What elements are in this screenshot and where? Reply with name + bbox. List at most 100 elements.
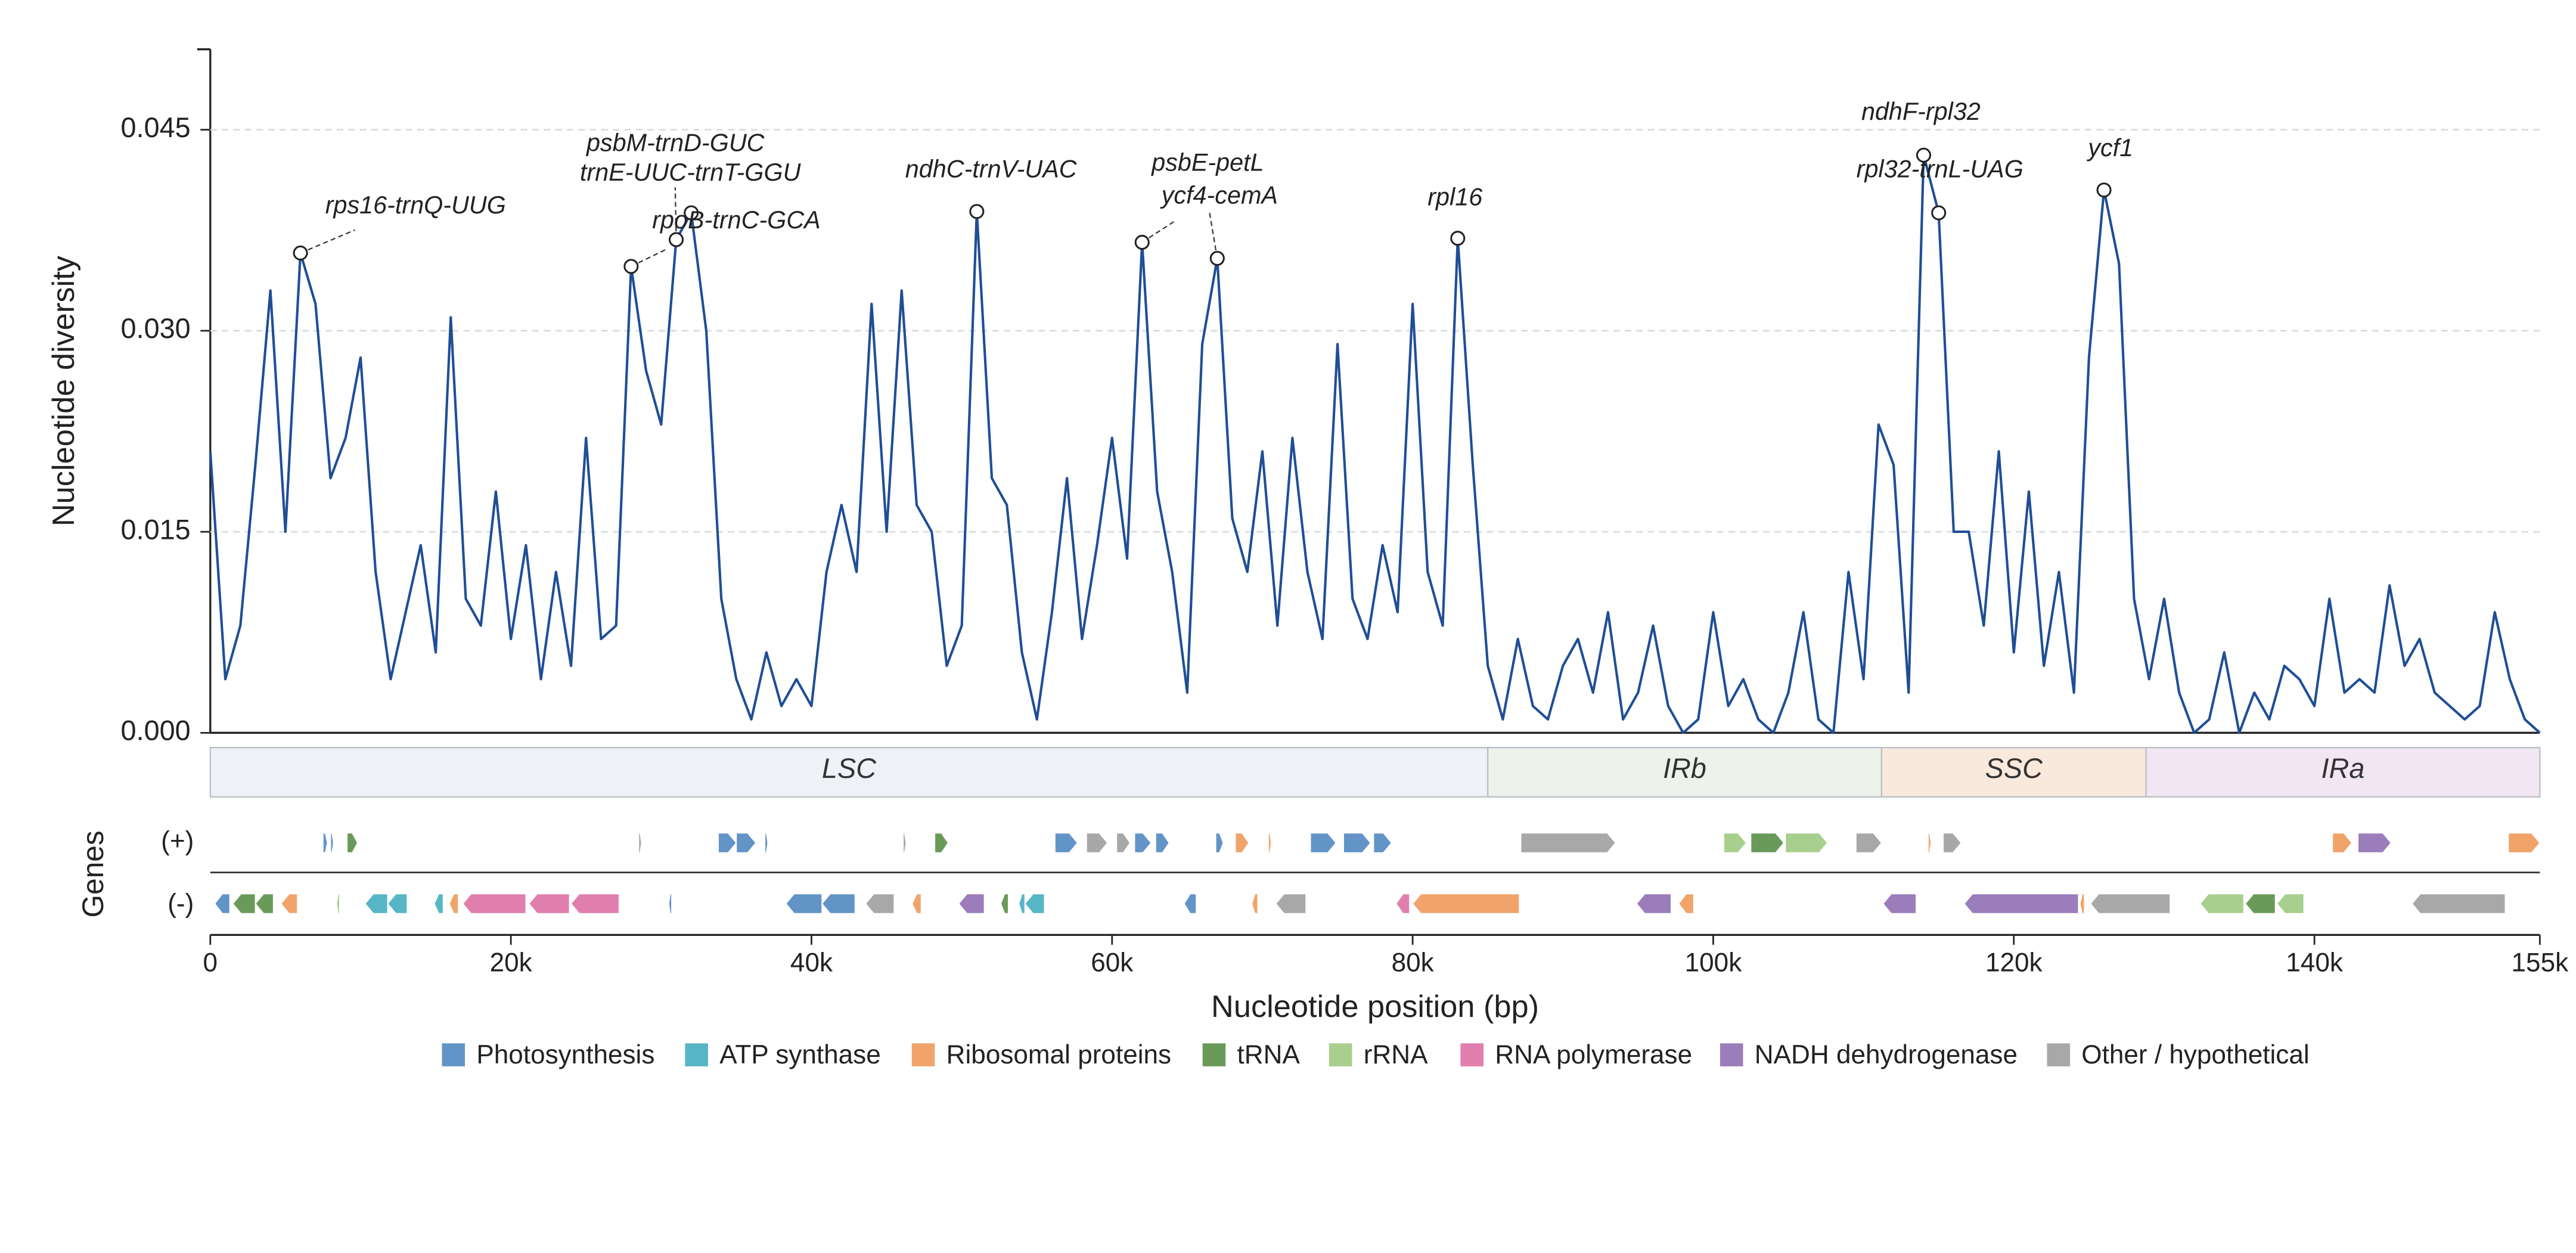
x-tick-label: 0 — [203, 948, 218, 978]
gene — [1155, 832, 1170, 854]
legend-swatch — [1202, 1043, 1226, 1066]
gene — [336, 893, 340, 914]
gene — [821, 893, 856, 914]
gene — [214, 893, 231, 914]
gene — [934, 832, 949, 854]
legend-label: NADH dehydrogenase — [1755, 1040, 2018, 1069]
gene — [865, 893, 895, 914]
gene — [785, 893, 823, 914]
gene — [1116, 832, 1131, 854]
annotation-connector — [674, 187, 677, 240]
y-tick-label: 0.030 — [121, 313, 191, 344]
region — [209, 747, 1489, 798]
gene — [1395, 893, 1410, 914]
gene — [1215, 832, 1224, 854]
diversity-line — [209, 154, 2541, 734]
annotation-marker — [1450, 231, 1466, 246]
legend-swatch — [911, 1043, 935, 1066]
gene — [1784, 832, 1829, 854]
gene — [2245, 893, 2276, 914]
annotation-label: trnE-UUC-trnT-GGU — [580, 159, 802, 186]
genes-title: Genes — [76, 830, 110, 917]
gene — [1882, 893, 1917, 914]
gene — [1942, 832, 1962, 854]
legend-swatch — [2047, 1043, 2071, 1066]
gene — [902, 832, 907, 854]
region-label: IRa — [2321, 753, 2365, 784]
gene — [255, 893, 274, 914]
gene — [1024, 893, 1045, 914]
legend-label: ATP synthase — [719, 1040, 880, 1069]
annotation-marker — [1209, 250, 1225, 266]
region — [1487, 747, 1882, 798]
region — [1880, 747, 2147, 798]
gene — [346, 832, 358, 854]
annotation-connector — [300, 229, 355, 254]
y-axis-title: Nucleotide diversity — [46, 255, 81, 526]
gene — [1963, 893, 2080, 914]
gene — [2079, 893, 2085, 914]
gene — [448, 893, 459, 914]
gene — [1309, 832, 1337, 854]
region-label: IRb — [1663, 753, 1706, 784]
annotation-label: psbE-petL — [1150, 149, 1264, 176]
legend-label: tRNA — [1237, 1040, 1301, 1069]
legend-label: RNA polymerase — [1495, 1040, 1692, 1069]
gene — [1928, 832, 1932, 854]
gene — [232, 893, 256, 914]
annotation-label: rps16-trnQ-UUG — [325, 191, 506, 219]
annotation-marker — [1916, 147, 1932, 163]
gene — [718, 832, 737, 854]
y-tick-label: 0.015 — [121, 514, 191, 545]
legend-swatch — [1329, 1043, 1352, 1066]
annotation-label: rpl16 — [1427, 183, 1482, 210]
gene — [1723, 832, 1748, 854]
gene — [1251, 893, 1259, 914]
gene — [668, 893, 672, 914]
legend-swatch — [685, 1043, 709, 1066]
gene — [1000, 893, 1009, 914]
gene — [433, 893, 444, 914]
annotation-label: ndhC-trnV-UAC — [905, 156, 1078, 183]
annotation-label: ycf4-cemA — [1160, 182, 1278, 209]
gene — [2357, 832, 2392, 854]
annotation-marker — [684, 205, 699, 221]
gene — [528, 893, 570, 914]
gene — [958, 893, 985, 914]
gene — [1635, 893, 1672, 914]
annotation-label: psbM-trnD-GUC — [585, 129, 765, 156]
annotation-marker — [1931, 205, 1947, 221]
x-tick-label: 100k — [1685, 948, 1743, 978]
gene — [2276, 893, 2305, 914]
annotation-marker — [623, 259, 639, 274]
gene — [764, 832, 769, 854]
gene — [911, 893, 922, 914]
gene — [1373, 832, 1392, 854]
annotation-marker — [2096, 182, 2112, 198]
x-tick-label: 140k — [2286, 948, 2344, 978]
legend-label: rRNA — [1364, 1040, 1428, 1069]
gene — [364, 893, 389, 914]
x-tick-label: 155k — [2512, 948, 2569, 978]
gene — [638, 832, 643, 854]
gene — [1855, 832, 1882, 854]
gene — [1275, 893, 1306, 914]
x-tick-label: 80k — [1392, 948, 1435, 978]
gene — [2411, 893, 2506, 914]
annotation-label: ndhF-rpl32 — [1861, 98, 1981, 125]
gene — [330, 832, 334, 854]
gene — [2090, 893, 2171, 914]
gene — [322, 832, 328, 854]
gene — [1183, 893, 1197, 914]
strand-label: (+) — [161, 827, 194, 856]
gene — [2332, 832, 2353, 854]
annotation-connector — [1141, 219, 1177, 243]
gene — [1018, 893, 1026, 914]
region-label: SSC — [1985, 753, 2043, 784]
x-tick-label: 40k — [790, 948, 833, 978]
gene — [462, 893, 527, 914]
gene — [1268, 832, 1272, 854]
gene — [1054, 832, 1078, 854]
gene — [1234, 832, 1250, 854]
